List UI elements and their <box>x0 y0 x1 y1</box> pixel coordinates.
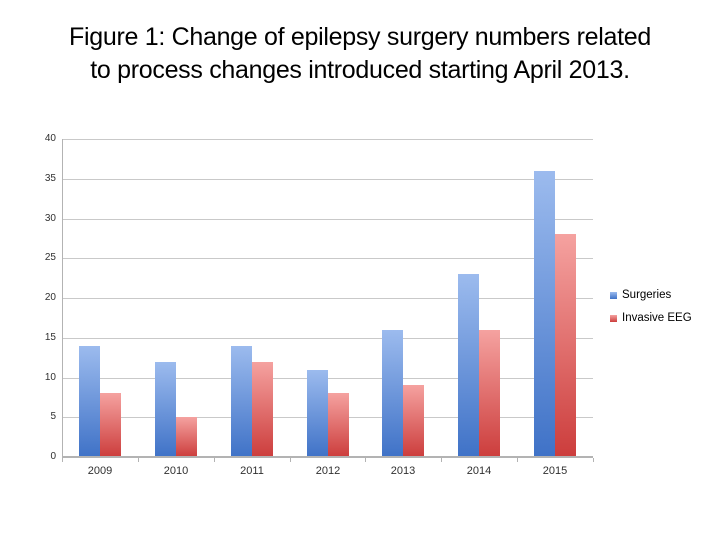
legend-item-surgeries: Surgeries <box>610 289 671 301</box>
x-axis-tick <box>138 458 139 462</box>
y-axis-line <box>62 139 63 457</box>
x-axis-tick <box>517 458 518 462</box>
bar-invasive-eeg-2009 <box>100 393 121 457</box>
x-tick-label-2010: 2010 <box>163 465 189 477</box>
gridline-25 <box>62 258 593 259</box>
figure-title-line1: Figure 1: Change of epilepsy surgery num… <box>69 23 651 51</box>
y-tick-label-5: 5 <box>50 411 56 422</box>
bar-invasive-eeg-2011 <box>252 362 273 457</box>
legend-marker-icon <box>610 291 617 299</box>
x-tick-label-2009: 2009 <box>87 465 113 477</box>
legend-marker-icon <box>610 314 617 322</box>
bar-invasive-eeg-2012 <box>328 393 349 457</box>
bar-invasive-eeg-2015 <box>555 234 576 457</box>
y-tick-label-30: 30 <box>44 213 56 224</box>
gridline-30 <box>62 219 593 220</box>
x-axis-tick <box>290 458 291 462</box>
bar-surgeries-2015 <box>534 171 555 457</box>
x-axis-tick <box>214 458 215 462</box>
gridline-40 <box>62 139 593 140</box>
x-axis-tick <box>365 458 366 462</box>
x-axis-tick <box>593 458 594 462</box>
bar-surgeries-2014 <box>458 274 479 457</box>
x-tick-label-2012: 2012 <box>315 465 341 477</box>
x-axis-tick <box>62 458 63 462</box>
bar-surgeries-2012 <box>307 370 328 457</box>
bar-surgeries-2010 <box>155 362 176 457</box>
bar-invasive-eeg-2013 <box>403 385 424 457</box>
bar-invasive-eeg-2014 <box>479 330 500 457</box>
figure-title-line2: to process changes introduced starting A… <box>90 56 630 84</box>
y-tick-label-0: 0 <box>50 451 56 462</box>
gridline-15 <box>62 338 593 339</box>
y-tick-label-10: 10 <box>44 372 56 383</box>
x-tick-label-2013: 2013 <box>390 465 416 477</box>
bar-surgeries-2011 <box>231 346 252 457</box>
gridline-35 <box>62 179 593 180</box>
legend-label: Invasive EEG <box>622 312 692 324</box>
legend-label: Surgeries <box>622 289 672 301</box>
x-tick-label-2014: 2014 <box>466 465 492 477</box>
x-tick-label-2015: 2015 <box>542 465 568 477</box>
gridline-20 <box>62 298 593 299</box>
bar-surgeries-2009 <box>79 346 100 457</box>
x-tick-label-2011: 2011 <box>240 465 264 477</box>
figure-title: Figure 1: Change of epilepsy surgery num… <box>0 21 720 87</box>
y-tick-label-35: 35 <box>44 173 56 184</box>
y-tick-label-15: 15 <box>44 332 56 343</box>
x-axis-line <box>62 456 593 458</box>
legend-item-invasive-eeg: Invasive EEG <box>610 312 692 324</box>
bar-invasive-eeg-2010 <box>176 417 197 457</box>
y-tick-label-40: 40 <box>44 133 56 144</box>
y-tick-label-20: 20 <box>44 292 56 303</box>
x-axis-tick <box>441 458 442 462</box>
y-tick-label-25: 25 <box>44 252 56 263</box>
bar-surgeries-2013 <box>382 330 403 457</box>
